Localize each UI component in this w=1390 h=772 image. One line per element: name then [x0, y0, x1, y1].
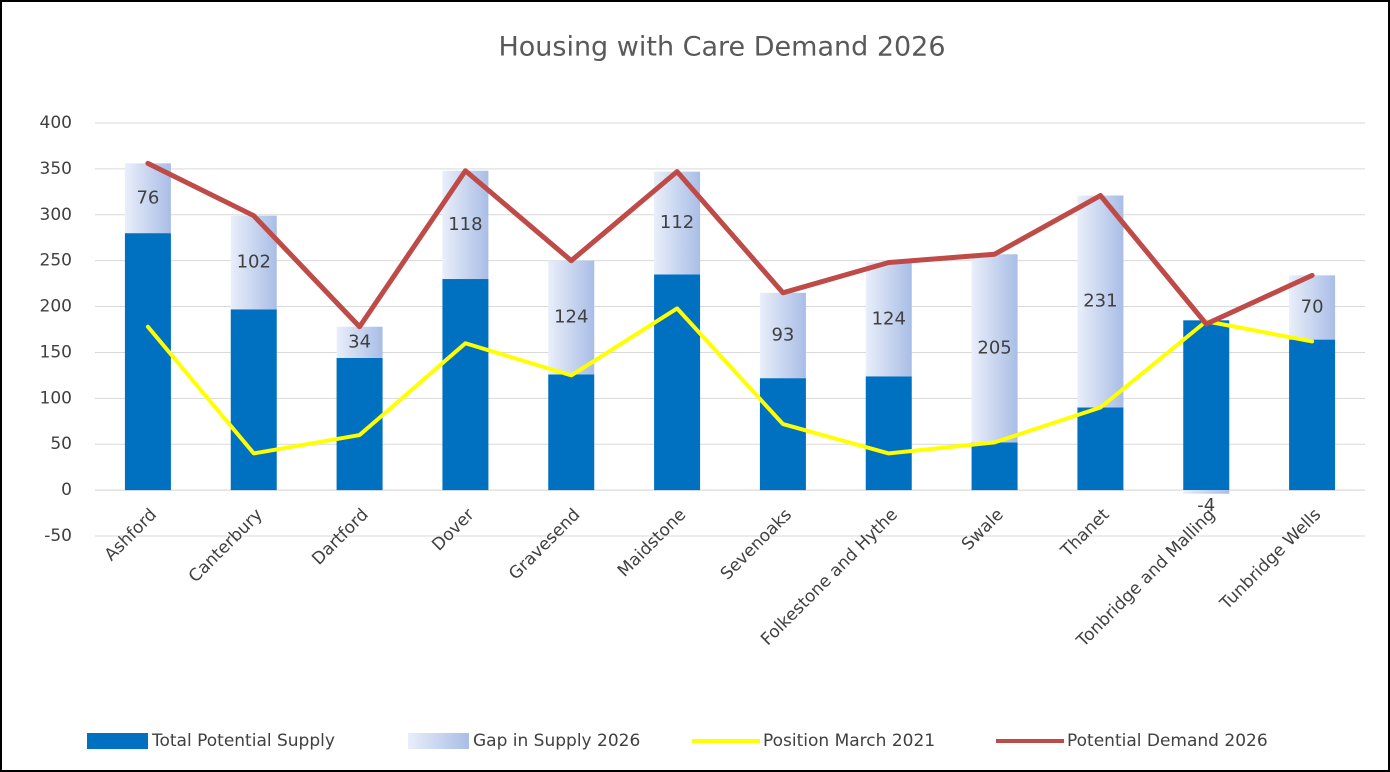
data-label: 76 [136, 187, 159, 208]
legend-swatch [408, 733, 469, 749]
data-label: 124 [554, 307, 588, 328]
y-tick-label: 400 [40, 113, 72, 133]
y-tick-label: 350 [40, 159, 72, 179]
data-label: 124 [872, 308, 906, 329]
legend-label: Potential Demand 2026 [1067, 731, 1268, 751]
y-tick-label: 0 [61, 480, 72, 500]
data-label: 93 [771, 324, 794, 345]
data-label: -4 [1197, 495, 1215, 516]
bar [1183, 490, 1230, 494]
bar [971, 442, 1018, 491]
bar [759, 378, 806, 491]
data-label: 231 [1083, 291, 1117, 312]
legend-label: Position March 2021 [763, 731, 935, 751]
data-label: 118 [448, 214, 482, 235]
legend-label: Total Potential Supply [151, 731, 335, 751]
bar [124, 233, 171, 491]
data-label: 34 [348, 331, 371, 352]
data-label: 102 [237, 252, 271, 273]
y-tick-label: 250 [40, 251, 72, 271]
line-series [145, 160, 1315, 330]
bar [442, 170, 489, 280]
data-label: 205 [977, 337, 1011, 358]
y-tick-label: 150 [40, 342, 72, 362]
bar [865, 262, 912, 377]
bar [1289, 339, 1336, 491]
bar [336, 326, 383, 358]
y-tick-label: 300 [40, 205, 72, 225]
chart-title: Housing with Care Demand 2026 [498, 32, 945, 63]
data-label: 112 [660, 212, 694, 233]
y-tick-label: 100 [40, 388, 72, 408]
y-tick-label: 200 [40, 297, 72, 317]
bar [548, 374, 595, 491]
bar [548, 260, 595, 375]
bar [1077, 195, 1124, 408]
data-label: 70 [1301, 296, 1324, 317]
bar [1183, 320, 1230, 491]
bar [124, 163, 171, 234]
y-tick-label: 50 [50, 434, 72, 454]
y-tick-label: -50 [44, 526, 72, 546]
legend-swatch [87, 733, 148, 749]
legend-label: Gap in Supply 2026 [473, 731, 640, 751]
line-series [145, 306, 1315, 456]
bar [442, 279, 489, 491]
bar [1289, 275, 1336, 340]
bar [759, 292, 806, 379]
bar [230, 309, 277, 491]
bar [336, 357, 383, 491]
bar [865, 376, 912, 491]
bar [971, 254, 1018, 443]
bar [1077, 407, 1124, 491]
